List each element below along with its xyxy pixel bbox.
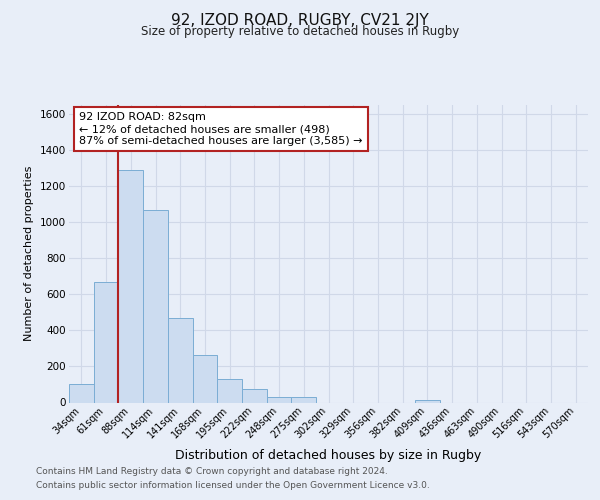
Text: 92 IZOD ROAD: 82sqm
← 12% of detached houses are smaller (498)
87% of semi-detac: 92 IZOD ROAD: 82sqm ← 12% of detached ho… [79, 112, 363, 146]
Text: 92, IZOD ROAD, RUGBY, CV21 2JY: 92, IZOD ROAD, RUGBY, CV21 2JY [171, 12, 429, 28]
Text: Contains public sector information licensed under the Open Government Licence v3: Contains public sector information licen… [36, 481, 430, 490]
Bar [267, 397, 292, 402]
Text: Contains HM Land Registry data © Crown copyright and database right 2024.: Contains HM Land Registry data © Crown c… [36, 467, 388, 476]
Bar [69, 384, 94, 402]
Bar [242, 389, 267, 402]
Text: Size of property relative to detached houses in Rugby: Size of property relative to detached ho… [141, 25, 459, 38]
Bar [168, 318, 193, 402]
Bar [143, 210, 168, 402]
Bar [118, 170, 143, 402]
Bar [94, 282, 118, 403]
Bar [217, 379, 242, 402]
Y-axis label: Number of detached properties: Number of detached properties [25, 166, 34, 342]
Bar [292, 397, 316, 402]
Bar [193, 354, 217, 403]
X-axis label: Distribution of detached houses by size in Rugby: Distribution of detached houses by size … [175, 448, 482, 462]
Bar [415, 400, 440, 402]
